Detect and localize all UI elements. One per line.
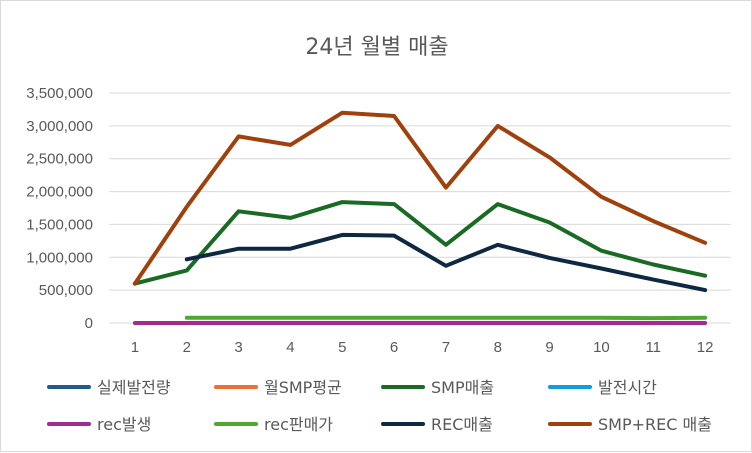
legend-label: 월SMP평균 — [264, 378, 342, 397]
y-tick-label: 0 — [85, 315, 93, 332]
y-axis-tick-labels: 0 500,000 1,000,000 1,500,000 2,000,000 2,500… — [26, 85, 93, 332]
y-tick-label: 2,500,000 — [26, 151, 93, 168]
legend-label: rec판매가 — [264, 415, 333, 434]
x-tick-label: 6 — [390, 339, 398, 356]
gridlines — [109, 93, 731, 323]
y-tick-label: 3,500,000 — [26, 85, 93, 102]
x-tick-label: 4 — [286, 339, 294, 356]
x-tick-label: 2 — [183, 339, 191, 356]
y-tick-label: 1,500,000 — [26, 216, 93, 233]
y-tick-label: 2,000,000 — [26, 184, 93, 201]
y-tick-label: 1,000,000 — [26, 249, 93, 266]
legend-label: REC매출 — [431, 415, 493, 434]
legend: 실제발전량 월SMP평균 SMP매출 발전시간 rec발생 rec판매가 REC매출 SMP+… — [49, 378, 712, 434]
legend-label: SMP+REC 매출 — [598, 415, 712, 434]
legend-label: rec발생 — [97, 415, 151, 434]
y-tick-label: 3,000,000 — [26, 118, 93, 135]
x-tick-label: 12 — [697, 339, 714, 356]
legend-label: SMP매출 — [431, 378, 494, 397]
x-tick-label: 3 — [234, 339, 242, 356]
legend-label: 실제발전량 — [97, 378, 171, 397]
x-tick-label: 7 — [442, 339, 450, 356]
x-tick-label: 9 — [545, 339, 553, 356]
x-tick-label: 8 — [494, 339, 502, 356]
x-tick-label: 1 — [131, 339, 139, 356]
x-tick-label: 10 — [593, 339, 610, 356]
legend-label: 발전시간 — [598, 378, 657, 397]
chart-title: 24년 월별 매출 — [305, 35, 448, 60]
series-line — [135, 113, 705, 284]
x-tick-label: 5 — [338, 339, 346, 356]
y-tick-label: 500,000 — [39, 282, 93, 299]
x-tick-label: 11 — [645, 339, 661, 356]
series-lines — [135, 113, 705, 323]
